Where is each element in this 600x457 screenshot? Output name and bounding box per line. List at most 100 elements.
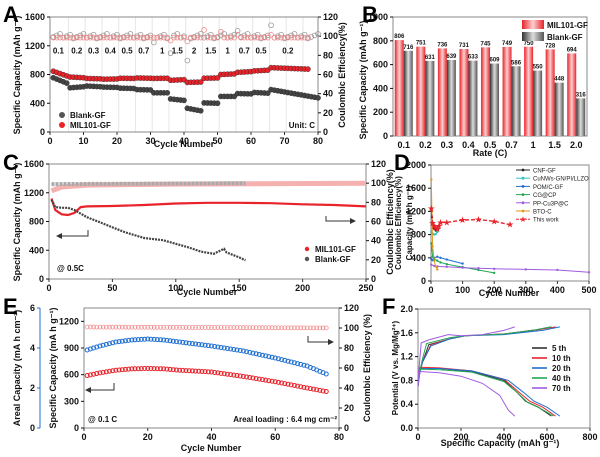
this-work-star: ★ <box>432 223 440 233</box>
rate-label: 1 <box>160 47 165 56</box>
panel-b-x-tick-label: 0.4 <box>462 140 475 150</box>
areal-capacity-point <box>266 354 272 360</box>
mil101-ce-point <box>181 34 187 41</box>
panel-e-x-tick-label: 20 <box>143 432 153 442</box>
ce-point <box>142 324 147 330</box>
blank-bar <box>490 63 499 136</box>
series-point <box>431 245 434 248</box>
mil101-ce-line <box>50 180 367 194</box>
panel-a-y2-tick-label: 40 <box>323 89 333 99</box>
panel-b-x-tick-label: 0.2 <box>419 140 432 150</box>
ce-point <box>256 325 262 331</box>
ce-point <box>145 324 151 330</box>
panel-e-y2-tick-label: 100 <box>344 323 359 333</box>
mil101-ce-point <box>157 34 164 41</box>
ce-point <box>202 325 208 330</box>
series-point <box>436 230 439 233</box>
mil101-ce-point <box>224 34 231 41</box>
specific-capacity-point <box>304 385 310 391</box>
panel-d-y-tick-label: 400 <box>411 253 426 263</box>
panel-b-x-tick-label: 2.0 <box>570 140 583 150</box>
panel-e-x-tick-label: 80 <box>334 432 344 442</box>
areal-capacity-point <box>288 359 294 365</box>
areal-capacity-point <box>103 341 109 347</box>
panel-letter-f: F <box>382 294 395 319</box>
panel-e-x-tick-label: 0 <box>81 432 86 442</box>
blank-capacity-point <box>264 90 271 96</box>
panel-d-x-tick-label: 0 <box>428 285 433 295</box>
ce-point <box>132 324 138 330</box>
discharge-curve <box>417 368 561 417</box>
rate-label: 1 <box>225 47 230 56</box>
panel-a-y2-tick-label: 120 <box>323 12 338 22</box>
rate-label: 0.5 <box>255 47 267 56</box>
panel-c-y-tick-label: 0 <box>39 274 44 284</box>
legend-marker <box>521 176 525 180</box>
rate-label: 0.3 <box>88 47 100 56</box>
panel-e-areal-tick-label: 2 <box>30 383 35 393</box>
mil101-bar-label: 694 <box>567 47 578 53</box>
panel-e-y2-tick-label: 40 <box>344 383 354 393</box>
ce-point <box>215 325 221 330</box>
blank-ce-point <box>231 31 238 38</box>
ce-point <box>88 324 93 330</box>
specific-capacity-point <box>91 371 97 377</box>
blank-bar-label: 316 <box>576 92 587 98</box>
right-arrow-head <box>328 339 334 345</box>
panel-c-y2-tick-label: 60 <box>371 217 381 227</box>
areal-capacity-point <box>167 338 173 344</box>
areal-capacity-point <box>161 337 167 343</box>
mil101-ce-point <box>63 34 70 41</box>
specific-capacity-point <box>138 366 144 372</box>
specific-capacity-point <box>129 366 135 372</box>
panel-a-x-tick-label: 70 <box>279 136 289 146</box>
blank-bar <box>446 59 456 136</box>
panel-a-y2-tick-label: 20 <box>323 108 333 118</box>
panel-c-x-tick-label: 0 <box>46 283 51 293</box>
series-point <box>477 267 480 270</box>
mil101-ce-point <box>231 34 238 41</box>
panel-e-y-tick-label: 0 <box>74 423 79 433</box>
areal-capacity-point <box>138 336 144 342</box>
specific-capacity-point <box>285 381 291 387</box>
mil101-ce-point <box>208 34 214 41</box>
areal-capacity-point <box>116 339 122 345</box>
specific-capacity-point <box>167 366 173 372</box>
mil101-ce-point <box>107 34 114 41</box>
legend-label-blank: Blank-GF <box>547 33 583 42</box>
areal-capacity-point <box>199 342 205 348</box>
this-work-star: ★ <box>430 221 438 231</box>
panel-d-x-tick-label: 500 <box>581 285 596 295</box>
panel-e-y-tick-label: 600 <box>64 370 79 380</box>
specific-capacity-point <box>311 386 316 392</box>
panel-e-areal-tick-label: 0 <box>30 423 35 433</box>
panel-a-y-tick-label: 400 <box>30 98 45 108</box>
series-point <box>445 258 448 261</box>
specific-capacity-point <box>317 387 323 393</box>
mil101-ce-point <box>251 34 258 41</box>
blank-ce-point <box>301 31 308 38</box>
panel-b-y-tick-label: 0 <box>383 131 388 141</box>
legend-marker-blank <box>304 256 310 262</box>
panel-e-y2-tick-label: 20 <box>344 403 354 413</box>
panel-b-y-tick-label: 600 <box>373 60 388 70</box>
panel-a-x-tick-label: 30 <box>145 136 155 146</box>
left-arrow-head <box>85 387 91 393</box>
legend-marker-mil101 <box>59 122 65 128</box>
blank-bar-label: 631 <box>425 55 436 61</box>
ce-point <box>311 325 316 331</box>
areal-capacity-point <box>269 354 275 360</box>
series-point <box>430 178 433 181</box>
ce-point <box>253 325 259 331</box>
mil101-ce-point <box>114 34 120 41</box>
areal-capacity-point <box>183 340 189 346</box>
areal-capacity-point <box>295 361 301 367</box>
panel-letter-a: A <box>3 2 19 27</box>
mil101-ce-point <box>291 34 298 41</box>
legend-label: CuNWs-GN/PI/LLZO <box>533 177 589 183</box>
series-point <box>436 268 439 271</box>
ce-point <box>221 325 227 330</box>
specific-capacity-point <box>189 368 195 374</box>
mil101-ce-point <box>187 34 194 41</box>
panel-c-y2-tick-label: 80 <box>371 197 381 207</box>
